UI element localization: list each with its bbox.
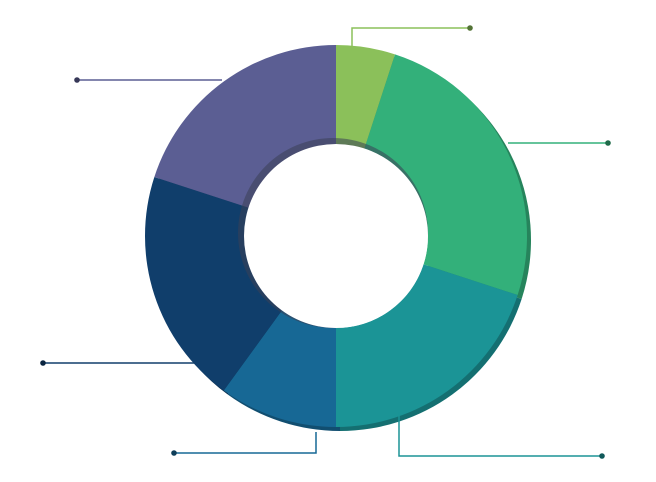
slice-5 [145,176,282,391]
callout-line-4 [174,432,317,454]
callout-dot-3 [599,453,605,459]
callout-line-1 [351,27,470,46]
slice-6 [154,45,336,208]
callout-dot-6 [74,77,80,83]
donut-hole [244,144,428,328]
callout-dot-1 [467,25,473,31]
slice-3 [336,264,518,427]
slice-4 [223,310,336,427]
callout-dot-4 [171,450,177,456]
callout-dot-5 [40,360,46,366]
slice-1 [336,45,396,149]
slice-2 [364,54,527,296]
callout-line-3 [398,412,602,457]
callout-dot-2 [605,140,611,146]
